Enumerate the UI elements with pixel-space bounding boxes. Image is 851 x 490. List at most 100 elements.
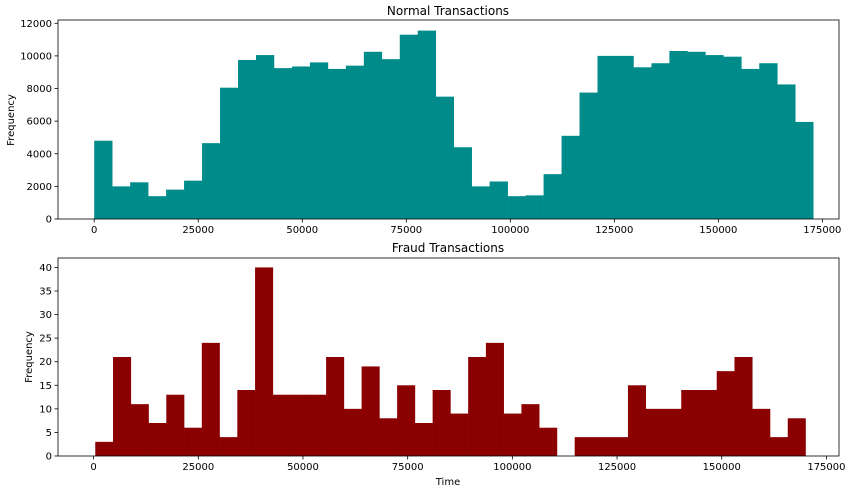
bar (238, 59, 257, 219)
plot-frame (57, 19, 840, 220)
y-tick-label: 0 (46, 215, 52, 226)
y-tick-label: 10000 (20, 51, 52, 62)
bar (716, 371, 735, 456)
bar (741, 68, 760, 220)
bar (379, 418, 398, 456)
bar (597, 55, 616, 219)
bar (381, 59, 401, 220)
y-tick-label: 15 (39, 381, 52, 392)
x-tick-label: 175000 (807, 462, 845, 473)
x-tick-label: 25000 (182, 225, 214, 236)
bar (525, 195, 544, 219)
bar (201, 342, 220, 456)
bar (273, 68, 293, 219)
bar (399, 34, 419, 219)
bar (95, 441, 114, 456)
bar (166, 189, 185, 219)
bar (166, 394, 185, 456)
x-tick-label: 0 (91, 225, 97, 236)
bar (795, 121, 814, 219)
y-tick-label: 20 (39, 357, 52, 368)
y-axis-label: Frequency (24, 331, 35, 383)
chart-title: Normal Transactions (387, 4, 509, 18)
x-ticks: 0 25000 50000 75000 100000 125000 150000 175000 (90, 456, 846, 473)
bar (417, 30, 437, 219)
x-tick-label: 0 (90, 462, 96, 473)
bar (669, 50, 688, 219)
bar (752, 408, 771, 456)
bars-group (94, 30, 814, 220)
x-tick-label: 125000 (598, 462, 636, 473)
bar (503, 413, 522, 456)
x-tick-label: 75000 (390, 225, 422, 236)
bar (148, 423, 167, 456)
x-tick-label: 150000 (699, 225, 737, 236)
x-tick-label: 75000 (392, 462, 424, 473)
bar (130, 182, 149, 219)
bar (255, 267, 274, 456)
normal-transactions-axes: Normal Transactions Frequency 0 25000 5000… (6, 4, 841, 236)
bar (698, 390, 718, 456)
bar (574, 437, 593, 456)
x-tick-label: 150000 (703, 462, 741, 473)
bar (202, 143, 221, 219)
y-tick-label: 40 (39, 263, 52, 274)
y-tick-label: 0 (46, 452, 52, 463)
bar (343, 408, 362, 456)
y-ticks: 0 5 10 15 20 25 30 35 40 (39, 263, 58, 463)
bar (326, 357, 345, 456)
bar (219, 437, 238, 456)
bar (113, 357, 132, 456)
bar (507, 196, 526, 219)
bar (777, 84, 796, 219)
bar (363, 51, 383, 220)
bar (184, 180, 203, 219)
bar (561, 135, 580, 219)
bar (220, 87, 239, 219)
bar (687, 51, 706, 220)
x-tick-label: 125000 (595, 225, 633, 236)
bar (291, 66, 311, 219)
bar (521, 404, 540, 456)
bar (627, 385, 646, 456)
bar (468, 357, 487, 456)
bar (450, 413, 469, 456)
bar (435, 96, 455, 219)
y-ticks: 0 2000 4000 6000 8000 10000 12000 (20, 19, 58, 226)
bar (651, 63, 670, 220)
chart-title: Fraud Transactions (392, 241, 504, 255)
x-axis-label: Time (435, 477, 460, 488)
bar (148, 196, 167, 219)
bar (734, 357, 753, 456)
plot-frame (57, 257, 840, 457)
bar (112, 186, 131, 219)
bar (645, 408, 664, 456)
bar (610, 437, 629, 456)
x-tick-label: 25000 (182, 462, 214, 473)
bar (539, 427, 558, 456)
bar (432, 390, 451, 456)
bar (414, 423, 433, 456)
fraud-transactions-axes: Fraud Transactions Frequency Time 0 25000… (24, 241, 846, 488)
bar (489, 181, 508, 219)
bar (787, 418, 806, 456)
bar (327, 68, 347, 220)
y-tick-label: 10 (39, 404, 52, 415)
y-tick-label: 35 (39, 287, 52, 298)
bar (361, 366, 380, 456)
x-tick-label: 50000 (286, 225, 318, 236)
bar (184, 427, 203, 456)
bar (592, 437, 611, 456)
y-tick-label: 25 (39, 334, 52, 345)
y-tick-label: 12000 (20, 19, 52, 30)
y-tick-label: 4000 (27, 149, 52, 160)
bar (471, 186, 490, 219)
bar (309, 62, 329, 219)
x-tick-label: 100000 (491, 225, 529, 236)
bar (579, 92, 598, 219)
bar (453, 147, 472, 219)
y-tick-label: 6000 (27, 117, 52, 128)
bar (633, 67, 652, 219)
bar (94, 140, 113, 219)
